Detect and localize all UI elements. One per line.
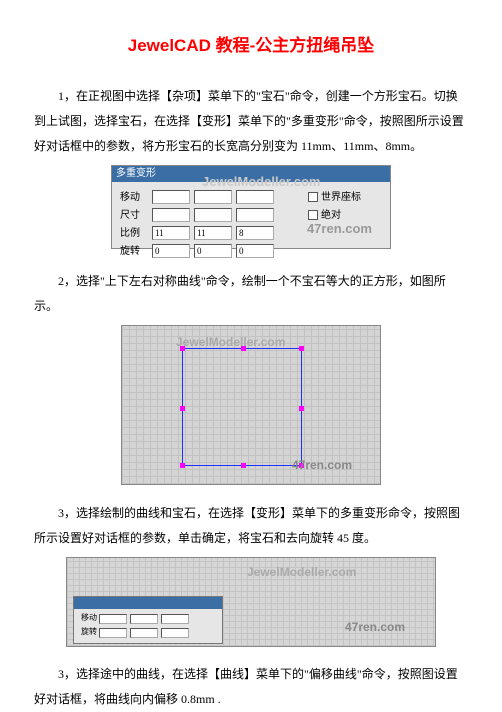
watermark-bottom: 47ren.com bbox=[345, 615, 405, 640]
dlg-row2-label: 旋转 bbox=[79, 624, 99, 641]
handle-tm bbox=[241, 346, 246, 351]
checkbox-abs[interactable]: 绝对 bbox=[308, 205, 341, 226]
watermark-top: JewelModeller.com bbox=[247, 560, 356, 585]
handle-tr bbox=[299, 346, 304, 351]
row2-input-x[interactable] bbox=[152, 208, 190, 222]
row4-input-y[interactable]: 0 bbox=[194, 244, 232, 258]
handle-tl bbox=[180, 346, 185, 351]
row2-input-z[interactable] bbox=[236, 208, 274, 222]
paragraph-3: 3，选择绘制的曲线和宝石，在选择【变形】菜单下的多重变形命令，按照图所示设置好对… bbox=[34, 501, 468, 551]
dlg-row2-input-y[interactable] bbox=[130, 628, 158, 638]
paragraph-2: 2，选择"上下左右对称曲线"命令，绘制一个不宝石等大的正方形，如图所示。 bbox=[34, 269, 468, 319]
row4-label: 旋转 bbox=[120, 241, 152, 262]
row1-input-z[interactable] bbox=[236, 190, 274, 204]
figure-2-canvas: JewelModeller.com 47ren.com bbox=[121, 325, 381, 485]
dialog-titlebar: 多重变形 bbox=[112, 166, 390, 182]
dlg-row1-input-x[interactable] bbox=[99, 614, 127, 624]
dialog-body: 移动 世界座标 尺寸 绝对 比例 11 11 8 旋转 0 bbox=[112, 182, 390, 264]
row3-input-x[interactable]: 11 bbox=[152, 226, 190, 240]
dlg-row1-input-y[interactable] bbox=[130, 614, 158, 624]
handle-bl bbox=[180, 463, 185, 468]
row4-input-x[interactable]: 0 bbox=[152, 244, 190, 258]
handle-bm bbox=[241, 463, 246, 468]
row1-input-y[interactable] bbox=[194, 190, 232, 204]
paragraph-1: 1，在正视图中选择【杂项】菜单下的"宝石"命令，创建一个方形宝石。切换到上试图，… bbox=[34, 84, 468, 160]
figure-1-dialog: 多重变形 JewelModeller.com 移动 世界座标 尺寸 绝对 比例 … bbox=[111, 165, 391, 249]
paragraph-4: 3，选择途中的曲线，在选择【曲线】菜单下的"偏移曲线"命令，按照图设置好对话框，… bbox=[34, 662, 468, 712]
row3-input-y[interactable]: 11 bbox=[194, 226, 232, 240]
figure-3-wrap: JewelModeller.com 移动 旋转 47ren.com bbox=[34, 557, 468, 656]
square-curve bbox=[182, 348, 302, 466]
handle-mr bbox=[299, 406, 304, 411]
row4-input-z[interactable]: 0 bbox=[236, 244, 274, 258]
watermark-bottom: 47ren.com bbox=[292, 453, 352, 478]
figure-2-wrap: JewelModeller.com 47ren.com bbox=[34, 325, 468, 494]
dlg-row1-input-z[interactable] bbox=[161, 614, 189, 624]
figure-3-dialog: 移动 旋转 bbox=[73, 596, 223, 644]
row1-input-x[interactable] bbox=[152, 190, 190, 204]
figure-3-canvas: JewelModeller.com 移动 旋转 47ren.com bbox=[66, 557, 436, 647]
row2-input-y[interactable] bbox=[194, 208, 232, 222]
figure-1-wrap: 多重变形 JewelModeller.com 移动 世界座标 尺寸 绝对 比例 … bbox=[34, 165, 468, 263]
checkbox-abs-label: 绝对 bbox=[321, 205, 341, 226]
dialog-titlebar bbox=[74, 597, 222, 609]
row3-input-z[interactable]: 8 bbox=[236, 226, 274, 240]
page-title: JewelCAD 教程-公主方扭绳吊坠 bbox=[34, 28, 468, 64]
dlg-row2-input-x[interactable] bbox=[99, 628, 127, 638]
handle-ml bbox=[180, 406, 185, 411]
dlg-row2-input-z[interactable] bbox=[161, 628, 189, 638]
dialog-body: 移动 旋转 bbox=[74, 609, 222, 643]
